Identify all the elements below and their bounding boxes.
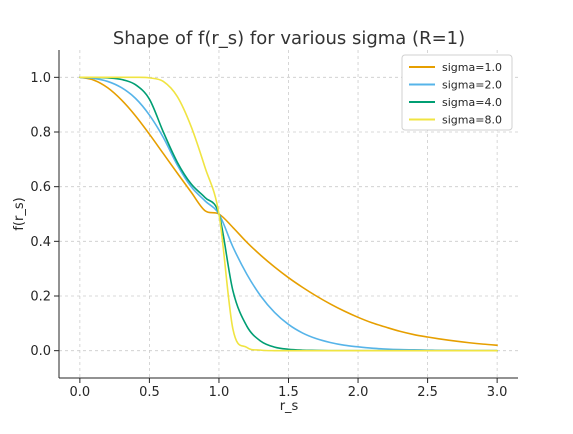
x-tick-label: 3.0 xyxy=(487,385,508,400)
series-layer xyxy=(79,76,498,352)
y-tick-label: 0.4 xyxy=(30,235,51,250)
legend-box xyxy=(401,54,513,131)
legend: sigma=1.0 sigma=2.0 sigma=4.0 sigma=8.0 xyxy=(401,54,513,131)
y-tick-label: 0.0 xyxy=(30,344,51,359)
y-ticks: 0.0 0.2 0.4 0.6 0.8 1.0 xyxy=(30,71,59,359)
series-line-1 xyxy=(79,76,498,346)
x-ticks: 0.0 0.5 1.0 1.5 2.0 2.5 3.0 xyxy=(70,378,508,400)
y-tick-label: 0.8 xyxy=(30,126,51,141)
legend-label-4: sigma=8.0 xyxy=(442,114,502,127)
x-tick-label: 1.5 xyxy=(278,385,299,400)
y-tick-label: 1.0 xyxy=(30,71,51,86)
x-tick-label: 2.0 xyxy=(348,385,369,400)
series-line-4 xyxy=(79,76,498,352)
x-tick-label: 0.5 xyxy=(139,385,160,400)
y-axis-label: f(r_s) xyxy=(12,197,27,230)
x-tick-label: 2.5 xyxy=(417,385,438,400)
x-tick-label: 1.0 xyxy=(209,385,230,400)
x-tick-label: 0.0 xyxy=(70,385,91,400)
chart-title: Shape of f(r_s) for various sigma (R=1) xyxy=(113,28,465,49)
legend-label-2: sigma=2.0 xyxy=(442,79,502,92)
y-tick-label: 0.2 xyxy=(30,290,51,305)
x-axis-label: r_s xyxy=(280,399,299,414)
legend-label-1: sigma=1.0 xyxy=(442,61,502,74)
y-tick-label: 0.6 xyxy=(30,180,51,195)
legend-label-3: sigma=4.0 xyxy=(442,96,502,109)
